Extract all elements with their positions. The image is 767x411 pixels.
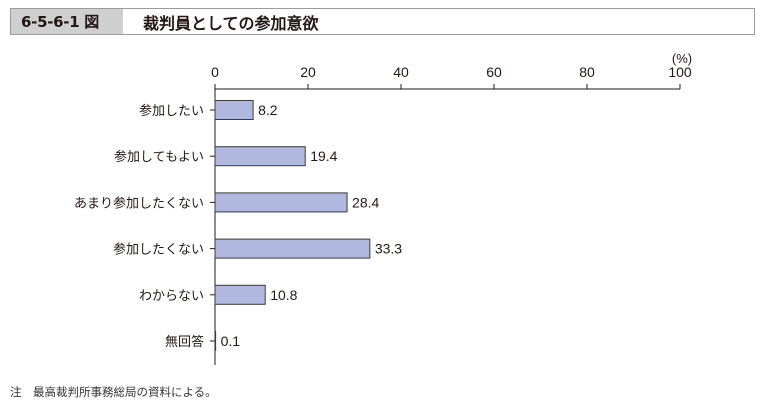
value-label: 19.4 bbox=[310, 148, 337, 164]
figure-title: 裁判員としての参加意欲 bbox=[143, 13, 319, 33]
x-tick-label: 80 bbox=[579, 64, 595, 80]
category-label: 参加してもよい bbox=[114, 149, 204, 164]
bar bbox=[214, 284, 266, 305]
bar bbox=[214, 331, 217, 351]
value-label: 8.2 bbox=[258, 102, 278, 118]
x-tick-label: 20 bbox=[300, 64, 316, 80]
bar bbox=[214, 238, 371, 259]
x-tick-label: 40 bbox=[393, 64, 409, 80]
figure-number: 6-5-6-1 図 bbox=[11, 9, 123, 34]
x-tick-label: 100 bbox=[668, 64, 692, 80]
value-label: 28.4 bbox=[352, 194, 379, 210]
figure-header: 6-5-6-1 図 裁判員としての参加意欲 bbox=[10, 8, 755, 35]
category-label: 参加したくない bbox=[113, 242, 204, 257]
unit-label: (%) bbox=[672, 51, 692, 66]
category-label: 参加したい bbox=[139, 103, 204, 118]
bar bbox=[214, 146, 306, 167]
x-tick-label: 0 bbox=[211, 64, 219, 80]
value-label: 33.3 bbox=[375, 241, 402, 257]
bar bbox=[214, 100, 254, 120]
x-tick-label: 60 bbox=[486, 64, 502, 80]
category-label: あまり参加したくない bbox=[74, 195, 204, 210]
bar-chart: 0 20 40 60 80 100(%) 参加したい 8.2 参加してもよい 19.4 あまり参加し… bbox=[74, 51, 692, 365]
category-label: 無回答 bbox=[165, 334, 204, 349]
value-label: 0.1 bbox=[221, 333, 241, 349]
bar bbox=[214, 192, 348, 213]
value-label: 10.8 bbox=[270, 287, 297, 303]
footnote: 注 最高裁判所事務総局の資料による。 bbox=[10, 385, 217, 399]
category-label: わからない bbox=[139, 288, 204, 303]
